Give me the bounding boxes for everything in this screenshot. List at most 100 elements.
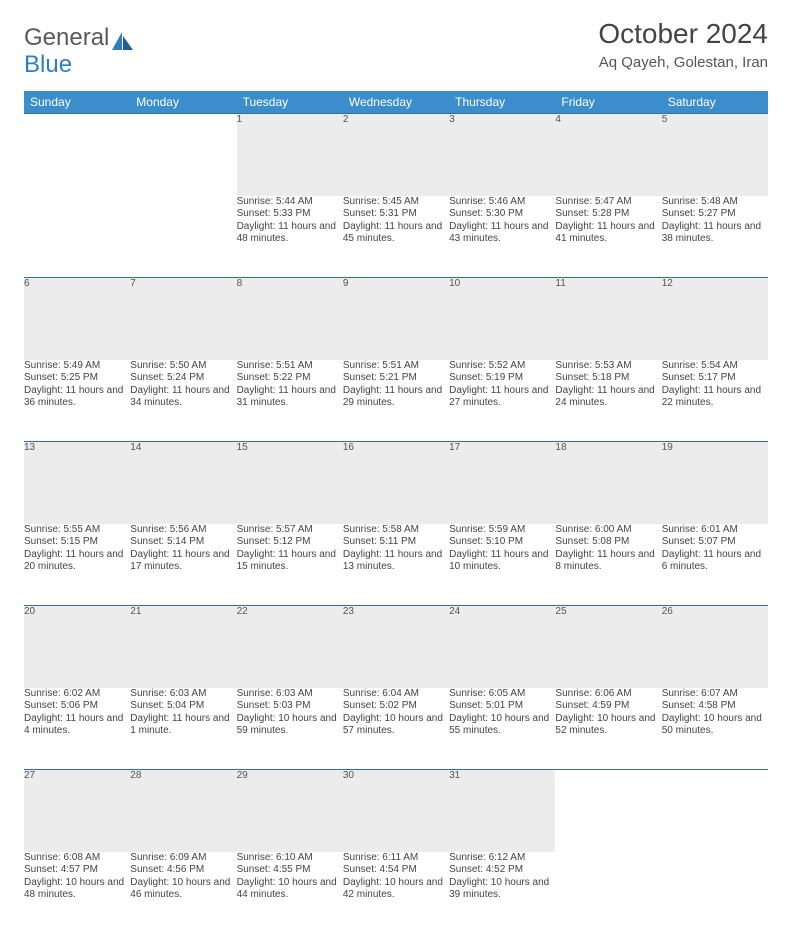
sunrise-text: Sunrise: 6:02 AM bbox=[24, 688, 130, 701]
sunrise-text: Sunrise: 5:44 AM bbox=[237, 196, 343, 209]
day-data-cell: Sunrise: 5:57 AMSunset: 5:12 PMDaylight:… bbox=[237, 524, 343, 606]
day-number-cell: 25 bbox=[555, 606, 661, 688]
day-data-cell bbox=[130, 196, 236, 278]
sunrise-text: Sunrise: 6:08 AM bbox=[24, 852, 130, 865]
calendar-table: Sunday Monday Tuesday Wednesday Thursday… bbox=[24, 91, 768, 934]
day-number-cell: 4 bbox=[555, 114, 661, 196]
weekday-header: Wednesday bbox=[343, 91, 449, 114]
daylight-text: Daylight: 11 hours and 36 minutes. bbox=[24, 385, 130, 410]
logo: General bbox=[24, 24, 137, 52]
day-number-cell: 17 bbox=[449, 442, 555, 524]
day-data-cell: Sunrise: 5:45 AMSunset: 5:31 PMDaylight:… bbox=[343, 196, 449, 278]
day-data-cell: Sunrise: 5:51 AMSunset: 5:22 PMDaylight:… bbox=[237, 360, 343, 442]
sunrise-text: Sunrise: 5:48 AM bbox=[662, 196, 768, 209]
daylight-text: Daylight: 11 hours and 17 minutes. bbox=[130, 549, 236, 574]
sunset-text: Sunset: 5:03 PM bbox=[237, 700, 343, 713]
day-data-cell: Sunrise: 5:51 AMSunset: 5:21 PMDaylight:… bbox=[343, 360, 449, 442]
sunset-text: Sunset: 5:04 PM bbox=[130, 700, 236, 713]
sunrise-text: Sunrise: 5:52 AM bbox=[449, 360, 555, 373]
day-number-cell: 11 bbox=[555, 278, 661, 360]
sunset-text: Sunset: 5:15 PM bbox=[24, 536, 130, 549]
day-number-cell: 9 bbox=[343, 278, 449, 360]
daylight-text: Daylight: 11 hours and 1 minute. bbox=[130, 713, 236, 738]
day-data-row: Sunrise: 5:44 AMSunset: 5:33 PM Daylight:… bbox=[24, 196, 768, 278]
day-number-cell: 24 bbox=[449, 606, 555, 688]
sunset-text: Sunset: 4:56 PM bbox=[130, 864, 236, 877]
day-data-cell: Sunrise: 5:50 AMSunset: 5:24 PMDaylight:… bbox=[130, 360, 236, 442]
sunrise-text: Sunrise: 6:11 AM bbox=[343, 852, 449, 865]
sunrise-text: Sunrise: 6:03 AM bbox=[237, 688, 343, 701]
day-number-row: 13141516171819 bbox=[24, 442, 768, 524]
sunrise-text: Sunrise: 5:56 AM bbox=[130, 524, 236, 537]
day-data-cell: Sunrise: 6:09 AMSunset: 4:56 PMDaylight:… bbox=[130, 852, 236, 934]
sunset-text: Sunset: 5:33 PM bbox=[237, 208, 343, 221]
sunset-text: Sunset: 4:55 PM bbox=[237, 864, 343, 877]
sunrise-text: Sunrise: 5:50 AM bbox=[130, 360, 236, 373]
calendar-page: General October 2024 Aq Qayeh, Golestan,… bbox=[0, 0, 792, 934]
daylight-text: Daylight: 11 hours and 13 minutes. bbox=[343, 549, 449, 574]
day-data-cell: Sunrise: 5:54 AMSunset: 5:17 PMDaylight:… bbox=[662, 360, 768, 442]
sunrise-text: Sunrise: 5:54 AM bbox=[662, 360, 768, 373]
day-number-cell: 22 bbox=[237, 606, 343, 688]
day-data-row: Sunrise: 6:02 AMSunset: 5:06 PMDaylight:… bbox=[24, 688, 768, 770]
day-number-cell: 13 bbox=[24, 442, 130, 524]
day-number-row: 12345 bbox=[24, 114, 768, 196]
day-data-cell: Sunrise: 6:05 AMSunset: 5:01 PMDaylight:… bbox=[449, 688, 555, 770]
day-data-cell: Sunrise: 6:03 AMSunset: 5:03 PMDaylight:… bbox=[237, 688, 343, 770]
sunset-text: Sunset: 5:10 PM bbox=[449, 536, 555, 549]
sunset-text: Sunset: 5:11 PM bbox=[343, 536, 449, 549]
sunrise-text: Sunrise: 6:10 AM bbox=[237, 852, 343, 865]
sunset-text: Sunset: 5:14 PM bbox=[130, 536, 236, 549]
sunrise-text: Sunrise: 5:53 AM bbox=[555, 360, 661, 373]
weekday-header: Sunday bbox=[24, 91, 130, 114]
weekday-header: Thursday bbox=[449, 91, 555, 114]
daylight-text: Daylight: 11 hours and 8 minutes. bbox=[555, 549, 661, 574]
daylight-text: Daylight: 10 hours and 52 minutes. bbox=[555, 713, 661, 738]
day-data-cell: Sunrise: 6:01 AMSunset: 5:07 PMDaylight:… bbox=[662, 524, 768, 606]
day-number-cell: 20 bbox=[24, 606, 130, 688]
daylight-text: Daylight: 11 hours and 6 minutes. bbox=[662, 549, 768, 574]
sunset-text: Sunset: 4:54 PM bbox=[343, 864, 449, 877]
day-data-cell: Sunrise: 5:46 AMSunset: 5:30 PMDaylight:… bbox=[449, 196, 555, 278]
day-number-cell: 18 bbox=[555, 442, 661, 524]
daylight-text: Daylight: 10 hours and 55 minutes. bbox=[449, 713, 555, 738]
day-data-cell: Sunrise: 5:59 AMSunset: 5:10 PMDaylight:… bbox=[449, 524, 555, 606]
sunrise-text: Sunrise: 5:58 AM bbox=[343, 524, 449, 537]
day-number-cell bbox=[24, 114, 130, 196]
sunset-text: Sunset: 5:28 PM bbox=[555, 208, 661, 221]
calendar-body: 12345Sunrise: 5:44 AMSunset: 5:33 PM Dayl… bbox=[24, 114, 768, 934]
sunrise-text: Sunrise: 5:46 AM bbox=[449, 196, 555, 209]
day-data-cell: Sunrise: 6:12 AMSunset: 4:52 PMDaylight:… bbox=[449, 852, 555, 934]
weekday-header: Saturday bbox=[662, 91, 768, 114]
daylight-text: Daylight: 11 hours and 38 minutes. bbox=[662, 221, 768, 246]
sunset-text: Sunset: 4:52 PM bbox=[449, 864, 555, 877]
day-number-cell bbox=[555, 770, 661, 852]
daylight-text: Daylight: 11 hours and 29 minutes. bbox=[343, 385, 449, 410]
day-number-cell: 8 bbox=[237, 278, 343, 360]
daylight-text: Daylight: 11 hours and 15 minutes. bbox=[237, 549, 343, 574]
day-data-cell: Sunrise: 6:03 AMSunset: 5:04 PMDaylight:… bbox=[130, 688, 236, 770]
day-number-cell: 10 bbox=[449, 278, 555, 360]
weekday-header: Friday bbox=[555, 91, 661, 114]
day-data-cell: Sunrise: 5:49 AMSunset: 5:25 PMDaylight:… bbox=[24, 360, 130, 442]
daylight-text: Daylight: 11 hours and 31 minutes. bbox=[237, 385, 343, 410]
day-data-cell: Sunrise: 5:53 AMSunset: 5:18 PMDaylight:… bbox=[555, 360, 661, 442]
sunrise-text: Sunrise: 5:47 AM bbox=[555, 196, 661, 209]
daylight-text: Daylight: 10 hours and 59 minutes. bbox=[237, 713, 343, 738]
day-data-cell: Sunrise: 6:11 AMSunset: 4:54 PMDaylight:… bbox=[343, 852, 449, 934]
location-text: Aq Qayeh, Golestan, Iran bbox=[598, 54, 768, 71]
sunset-text: Sunset: 5:01 PM bbox=[449, 700, 555, 713]
daylight-text: Daylight: 11 hours and 27 minutes. bbox=[449, 385, 555, 410]
day-data-cell: Sunrise: 5:52 AMSunset: 5:19 PMDaylight:… bbox=[449, 360, 555, 442]
day-number-row: 6789101112 bbox=[24, 278, 768, 360]
sunset-text: Sunset: 5:08 PM bbox=[555, 536, 661, 549]
sunset-text: Sunset: 5:31 PM bbox=[343, 208, 449, 221]
sunrise-text: Sunrise: 6:09 AM bbox=[130, 852, 236, 865]
sunrise-text: Sunrise: 5:51 AM bbox=[343, 360, 449, 373]
daylight-text: Daylight: 10 hours and 46 minutes. bbox=[130, 877, 236, 902]
sunset-text: Sunset: 5:22 PM bbox=[237, 372, 343, 385]
daylight-text: Daylight: 11 hours and 22 minutes. bbox=[662, 385, 768, 410]
day-number-cell: 19 bbox=[662, 442, 768, 524]
day-data-cell bbox=[662, 852, 768, 934]
sunrise-text: Sunrise: 6:05 AM bbox=[449, 688, 555, 701]
